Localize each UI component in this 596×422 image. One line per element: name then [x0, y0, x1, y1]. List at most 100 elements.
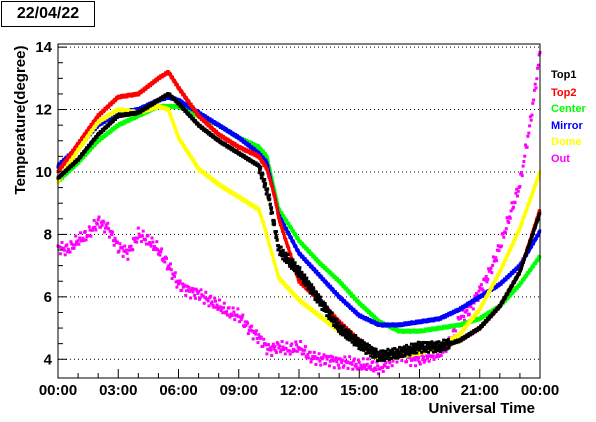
data-point — [188, 289, 192, 293]
data-point — [267, 348, 271, 352]
data-point — [133, 240, 137, 244]
data-point — [158, 253, 162, 257]
data-point — [531, 101, 535, 105]
data-point — [444, 349, 448, 353]
data-point — [58, 252, 62, 256]
data-point — [196, 112, 200, 116]
data-point — [207, 304, 211, 308]
data-point — [185, 289, 188, 293]
data-point — [121, 254, 125, 258]
data-point — [487, 267, 491, 271]
data-point — [309, 360, 313, 364]
data-point — [518, 185, 522, 188]
data-point — [310, 357, 314, 361]
data-point — [527, 131, 531, 135]
data-point — [307, 356, 311, 360]
data-point — [222, 306, 225, 310]
data-point — [283, 352, 287, 356]
data-point — [296, 345, 300, 349]
data-point — [215, 121, 219, 125]
data-point — [491, 263, 495, 267]
data-point — [339, 358, 343, 362]
data-point — [351, 367, 355, 371]
data-point — [273, 196, 277, 200]
data-point — [418, 362, 422, 366]
data-point — [299, 340, 303, 343]
date-label: 22/04/22 — [1, 1, 95, 27]
data-point — [66, 247, 70, 251]
data-point — [390, 364, 394, 368]
data-point — [122, 249, 126, 253]
data-point — [521, 164, 525, 168]
data-point — [327, 355, 331, 359]
data-point — [181, 285, 185, 289]
data-point — [152, 245, 156, 248]
data-point — [187, 285, 191, 289]
data-point — [477, 289, 481, 293]
data-point — [512, 205, 515, 209]
data-point — [299, 240, 302, 243]
data-point — [504, 231, 507, 235]
data-point — [410, 358, 413, 362]
data-point — [257, 154, 261, 157]
data-point — [303, 345, 307, 349]
data-point — [159, 250, 163, 254]
data-point — [483, 278, 487, 282]
data-point — [359, 363, 363, 367]
data-point — [70, 151, 74, 155]
data-point — [312, 357, 315, 360]
data-point — [194, 287, 198, 291]
data-point — [262, 337, 266, 341]
data-point — [169, 262, 172, 266]
data-point — [475, 292, 478, 295]
data-point — [337, 366, 341, 370]
data-point — [336, 357, 340, 361]
data-point — [189, 296, 193, 300]
data-point — [356, 358, 360, 362]
data-point — [173, 271, 177, 275]
data-point — [209, 302, 213, 305]
data-point — [111, 239, 115, 243]
data-point — [275, 205, 279, 209]
data-point — [509, 209, 513, 213]
data-point — [197, 290, 201, 294]
data-point — [271, 342, 275, 346]
data-point — [227, 306, 231, 310]
data-point — [485, 280, 489, 284]
data-point — [205, 297, 209, 301]
data-point — [416, 358, 420, 362]
data-point — [327, 282, 330, 286]
data-point — [83, 230, 87, 233]
data-point — [162, 256, 166, 260]
data-point — [272, 192, 276, 196]
data-point — [99, 220, 103, 224]
data-point — [175, 285, 179, 289]
data-point — [161, 259, 165, 263]
data-point — [479, 287, 483, 291]
data-point — [400, 359, 404, 363]
data-point — [369, 367, 373, 371]
data-point — [340, 358, 344, 362]
data-point — [413, 358, 417, 362]
data-point — [239, 318, 243, 322]
data-point — [350, 362, 354, 366]
data-point — [355, 365, 359, 369]
data-point — [62, 246, 66, 250]
data-point — [253, 330, 257, 334]
data-point — [269, 348, 273, 352]
data-point — [506, 276, 510, 280]
data-point — [425, 354, 429, 358]
data-point — [92, 219, 96, 222]
data-point — [379, 366, 383, 370]
data-point — [352, 359, 356, 363]
data-point — [280, 211, 284, 215]
data-point — [264, 158, 268, 162]
data-point — [265, 352, 269, 356]
data-point — [486, 277, 490, 281]
data-point — [184, 293, 188, 297]
data-point — [271, 186, 274, 190]
data-point — [136, 236, 139, 240]
data-point — [318, 359, 322, 363]
data-point — [163, 260, 167, 264]
data-point — [480, 287, 484, 291]
